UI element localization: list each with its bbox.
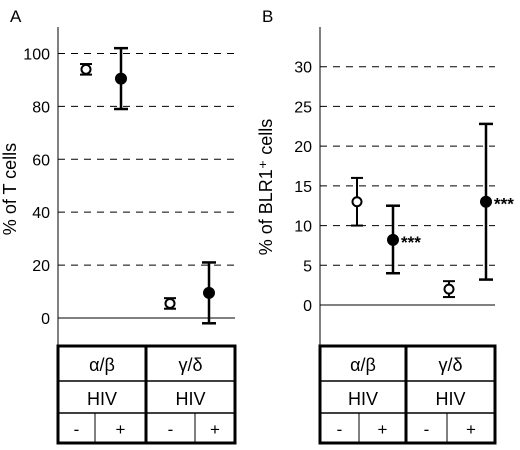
y-axis-label: % of T cells — [0, 143, 20, 235]
hiv-group: + — [378, 420, 388, 439]
data-point-open — [164, 297, 176, 309]
gridlines — [320, 66, 495, 306]
y-tick-label: 60 — [32, 152, 50, 169]
y-tick-label: 80 — [32, 99, 50, 116]
panel-b: B % of BLR1⁺ cells 0 5 10 15 20 25 30 *** *** α… — [256, 7, 514, 445]
data-point-filled — [203, 286, 215, 299]
hiv-group: - — [168, 420, 174, 439]
data-point-filled — [387, 233, 399, 246]
y-tick-label: 15 — [294, 179, 312, 196]
y-tick-label: 25 — [294, 99, 312, 116]
y-tick-label: 5 — [303, 258, 312, 275]
hiv-label: HIV — [87, 389, 117, 409]
data-point-filled — [480, 195, 492, 208]
y-tick-label: 20 — [294, 139, 312, 156]
category-name: α/β — [89, 355, 115, 375]
category-name: α/β — [350, 355, 376, 375]
hiv-group: + — [116, 420, 126, 439]
panel-label: B — [262, 7, 273, 26]
data-point-filled — [115, 72, 127, 85]
y-tick-label: 0 — [303, 298, 312, 315]
y-tick-label: 40 — [32, 205, 50, 222]
y-tick-label: 30 — [294, 60, 312, 77]
data-point-open — [443, 283, 455, 295]
y-tick-label: 100 — [23, 46, 50, 63]
y-tick-label: 20 — [32, 258, 50, 275]
y-tick-label: 0 — [41, 311, 50, 328]
data-points — [80, 46, 216, 325]
axes — [319, 27, 495, 347]
gridlines — [58, 52, 235, 319]
y-axis-label: % of BLR1⁺ cells — [256, 119, 276, 256]
data-point-open — [80, 63, 92, 75]
hiv-label: HIV — [175, 389, 205, 409]
category-name: γ/δ — [438, 355, 462, 375]
hiv-group: - — [424, 420, 430, 439]
hiv-label: HIV — [348, 389, 378, 409]
hiv-group: + — [466, 420, 476, 439]
significance-annotation: *** — [494, 195, 514, 214]
panel-label: A — [10, 7, 22, 26]
hiv-group: - — [337, 420, 343, 439]
y-tick-label: 10 — [294, 219, 312, 236]
hiv-group: + — [210, 420, 220, 439]
hiv-label: HIV — [435, 389, 465, 409]
hiv-group: - — [74, 420, 80, 439]
category-name: γ/δ — [178, 355, 202, 375]
y-tick-labels: 0 20 40 60 80 100 — [23, 46, 50, 328]
y-tick-labels: 0 5 10 15 20 25 30 — [294, 60, 312, 315]
data-points: *** *** — [351, 122, 514, 299]
significance-annotation: *** — [401, 233, 421, 252]
data-point-open — [351, 196, 363, 208]
